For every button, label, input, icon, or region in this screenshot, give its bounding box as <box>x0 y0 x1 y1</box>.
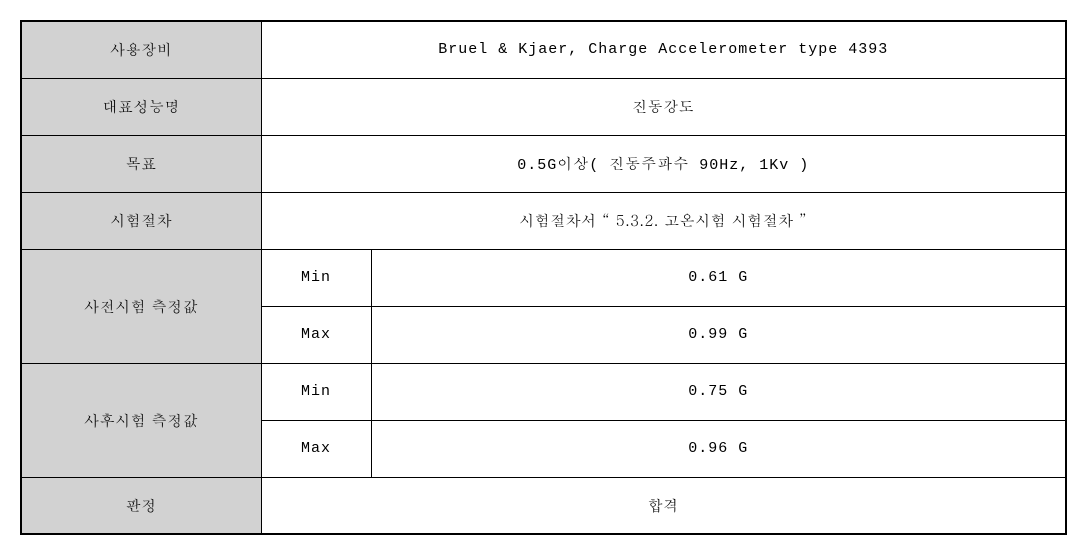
posttest-max-value: 0.96 G <box>371 420 1066 477</box>
performance-label: 대표성능명 <box>21 78 261 135</box>
table-row: 사후시험 측정값 Min 0.75 G <box>21 363 1066 420</box>
equipment-label: 사용장비 <box>21 21 261 78</box>
pretest-label: 사전시험 측정값 <box>21 249 261 363</box>
table-row: 사용장비 Bruel & Kjaer, Charge Accelerometer… <box>21 21 1066 78</box>
table-row: 대표성능명 진동강도 <box>21 78 1066 135</box>
pretest-max-value: 0.99 G <box>371 306 1066 363</box>
judgment-label: 판정 <box>21 477 261 534</box>
procedure-value: 시험절차서 “ 5.3.2. 고온시험 시험절차 ” <box>261 192 1066 249</box>
equipment-value: Bruel & Kjaer, Charge Accelerometer type… <box>261 21 1066 78</box>
performance-value: 진동강도 <box>261 78 1066 135</box>
posttest-max-label: Max <box>261 420 371 477</box>
results-table: 사용장비 Bruel & Kjaer, Charge Accelerometer… <box>20 20 1067 535</box>
pretest-max-label: Max <box>261 306 371 363</box>
pretest-min-label: Min <box>261 249 371 306</box>
table-row: 판정 합격 <box>21 477 1066 534</box>
table-row: 목표 0.5G이상( 진동주파수 90Hz, 1Kv ) <box>21 135 1066 192</box>
pretest-min-value: 0.61 G <box>371 249 1066 306</box>
target-value: 0.5G이상( 진동주파수 90Hz, 1Kv ) <box>261 135 1066 192</box>
procedure-label: 시험절차 <box>21 192 261 249</box>
judgment-value: 합격 <box>261 477 1066 534</box>
table-row: 시험절차 시험절차서 “ 5.3.2. 고온시험 시험절차 ” <box>21 192 1066 249</box>
posttest-label: 사후시험 측정값 <box>21 363 261 477</box>
posttest-min-value: 0.75 G <box>371 363 1066 420</box>
table-row: 사전시험 측정값 Min 0.61 G <box>21 249 1066 306</box>
posttest-min-label: Min <box>261 363 371 420</box>
test-results-table: 사용장비 Bruel & Kjaer, Charge Accelerometer… <box>20 20 1067 535</box>
target-label: 목표 <box>21 135 261 192</box>
